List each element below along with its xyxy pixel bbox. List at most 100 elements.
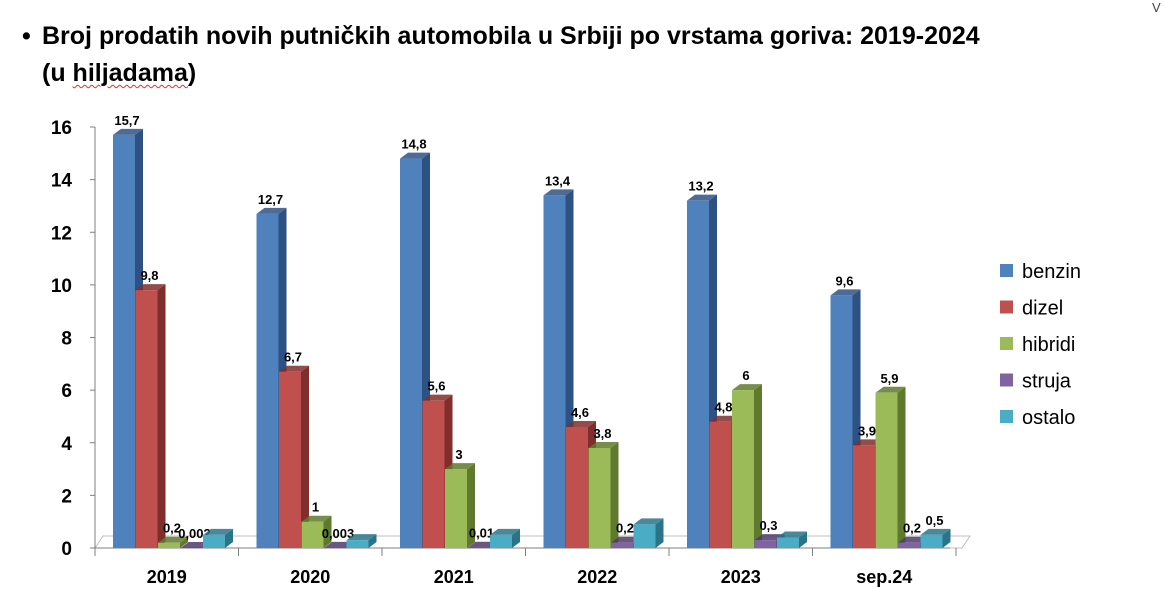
bar-ostalo-top <box>203 528 233 535</box>
legend-label-struja: struja <box>1022 371 1072 393</box>
bar-ostalo-side <box>512 528 520 548</box>
legend-swatch-dizel <box>1000 300 1013 314</box>
data-label-dizel: 6,7 <box>284 350 302 365</box>
legend-swatch-struja <box>1000 373 1013 387</box>
bar-dizel <box>853 445 875 548</box>
bar-ostalo-top <box>346 534 377 541</box>
x-tick-label: 2020 <box>290 567 330 587</box>
y-tick-label: 10 <box>51 276 72 297</box>
bar-hibridi <box>588 448 611 548</box>
bar-struja <box>180 547 203 549</box>
title-line-2-open: (u <box>42 59 73 87</box>
title-line-2-close: ) <box>187 59 197 87</box>
bar-hibridi-top <box>875 386 906 393</box>
bar-dizel-top <box>135 284 166 291</box>
bar-dizel <box>279 371 301 548</box>
legend-swatch-ostalo <box>1000 410 1013 423</box>
data-label-hibridi: 5,9 <box>880 371 898 386</box>
bar-benzin-top <box>113 128 143 135</box>
y-tick-label: 12 <box>51 223 72 244</box>
bar-ostalo <box>777 537 799 548</box>
bar-hibridi <box>732 390 754 548</box>
bar-hibridi-side <box>610 442 619 548</box>
bar-hibridi-side <box>897 386 906 548</box>
y-tick-label: 2 <box>61 486 72 507</box>
data-label-benzin: 12,7 <box>258 192 283 207</box>
data-label-benzin: 9,6 <box>835 273 853 288</box>
legend-label-hibridi: hibridi <box>1022 334 1075 356</box>
bar-ostalo <box>203 534 225 548</box>
y-tick-label: 0 <box>61 539 72 560</box>
bar-hibridi-top <box>301 515 332 522</box>
data-label-struja: 0,3 <box>759 518 777 533</box>
bar-ostalo-top <box>490 528 520 535</box>
bar-ostalo-top <box>920 528 951 535</box>
data-label-dizel: 5,6 <box>427 379 445 394</box>
data-label-struja: 0,2 <box>616 521 634 536</box>
bar-hibridi-top <box>158 536 188 543</box>
bar-dizel-top <box>422 394 453 401</box>
y-tick-label: 14 <box>51 171 73 192</box>
data-label-benzin: 14,8 <box>401 137 426 152</box>
bar-ostalo-top <box>633 518 664 525</box>
bar-dizel <box>709 421 732 548</box>
data-label-struja: 0,003 <box>322 526 355 541</box>
data-label-ostalo: 0,5 <box>925 513 943 528</box>
bar-dizel-top <box>279 365 309 372</box>
legend-label-ostalo: ostalo <box>1022 407 1075 429</box>
data-label-hibridi: 3,8 <box>593 426 611 441</box>
bar-benzin-top <box>543 189 574 196</box>
bar-ostalo-side <box>655 518 664 548</box>
bar-hibridi-side <box>180 536 188 548</box>
bar-benzin-top <box>830 289 861 296</box>
bar-dizel <box>135 290 158 548</box>
x-tick-label: 2019 <box>147 567 187 587</box>
x-tick-label: 2021 <box>434 567 474 587</box>
bar-ostalo-top <box>777 531 807 538</box>
data-label-struja: 0,2 <box>903 521 921 536</box>
bar-struja <box>611 542 633 548</box>
bar-benzin <box>687 200 709 549</box>
bar-benzin <box>256 213 279 549</box>
data-label-struja: 0,01 <box>469 526 494 541</box>
bar-ostalo-side <box>799 531 807 548</box>
bar-hibridi <box>445 469 467 548</box>
bar-ostalo <box>346 540 369 548</box>
bar-ostalo <box>490 534 512 548</box>
data-label-dizel: 4,6 <box>571 405 589 420</box>
data-label-dizel: 9,8 <box>140 268 158 283</box>
bar-ostalo-side <box>368 534 377 548</box>
bar-hibridi <box>875 392 898 548</box>
legend-swatch-benzin <box>1000 264 1013 277</box>
bar-hibridi-side <box>754 384 762 548</box>
data-label-benzin: 13,2 <box>688 179 713 194</box>
y-tick-label: 4 <box>61 434 72 455</box>
bar-struja <box>754 540 777 548</box>
bar-dizel-side <box>157 284 166 548</box>
x-tick-label: sep.24 <box>856 567 912 587</box>
data-label-dizel: 3,9 <box>858 423 876 438</box>
bar-benzin-top <box>687 194 717 201</box>
title-line-2: (u hiljadama) <box>42 55 1062 92</box>
bullet: • <box>22 22 31 50</box>
chart-title: • Broj prodatih novih putničkih automobi… <box>22 18 1062 92</box>
bar-benzin <box>400 158 422 548</box>
legend-label-benzin: benzin <box>1022 261 1081 283</box>
bar-dizel <box>422 400 445 548</box>
data-label-hibridi: 3 <box>455 447 462 462</box>
corner-mark: V <box>1152 0 1161 15</box>
legend-swatch-hibridi <box>1000 337 1013 350</box>
bar-benzin-top <box>400 152 430 159</box>
data-label-benzin: 15,7 <box>114 113 139 128</box>
bar-hibridi-side <box>467 463 475 548</box>
bar-ostalo <box>920 534 943 548</box>
bar-benzin <box>830 295 853 548</box>
y-tick-label: 6 <box>61 381 72 402</box>
bar-hibridi-side <box>323 515 332 548</box>
data-label-hibridi: 0,2 <box>163 521 181 536</box>
y-tick-label: 8 <box>61 329 72 350</box>
bar-dizel-top <box>566 420 596 427</box>
bar-hibridi <box>301 521 324 548</box>
bar-hibridi-top <box>588 442 619 449</box>
